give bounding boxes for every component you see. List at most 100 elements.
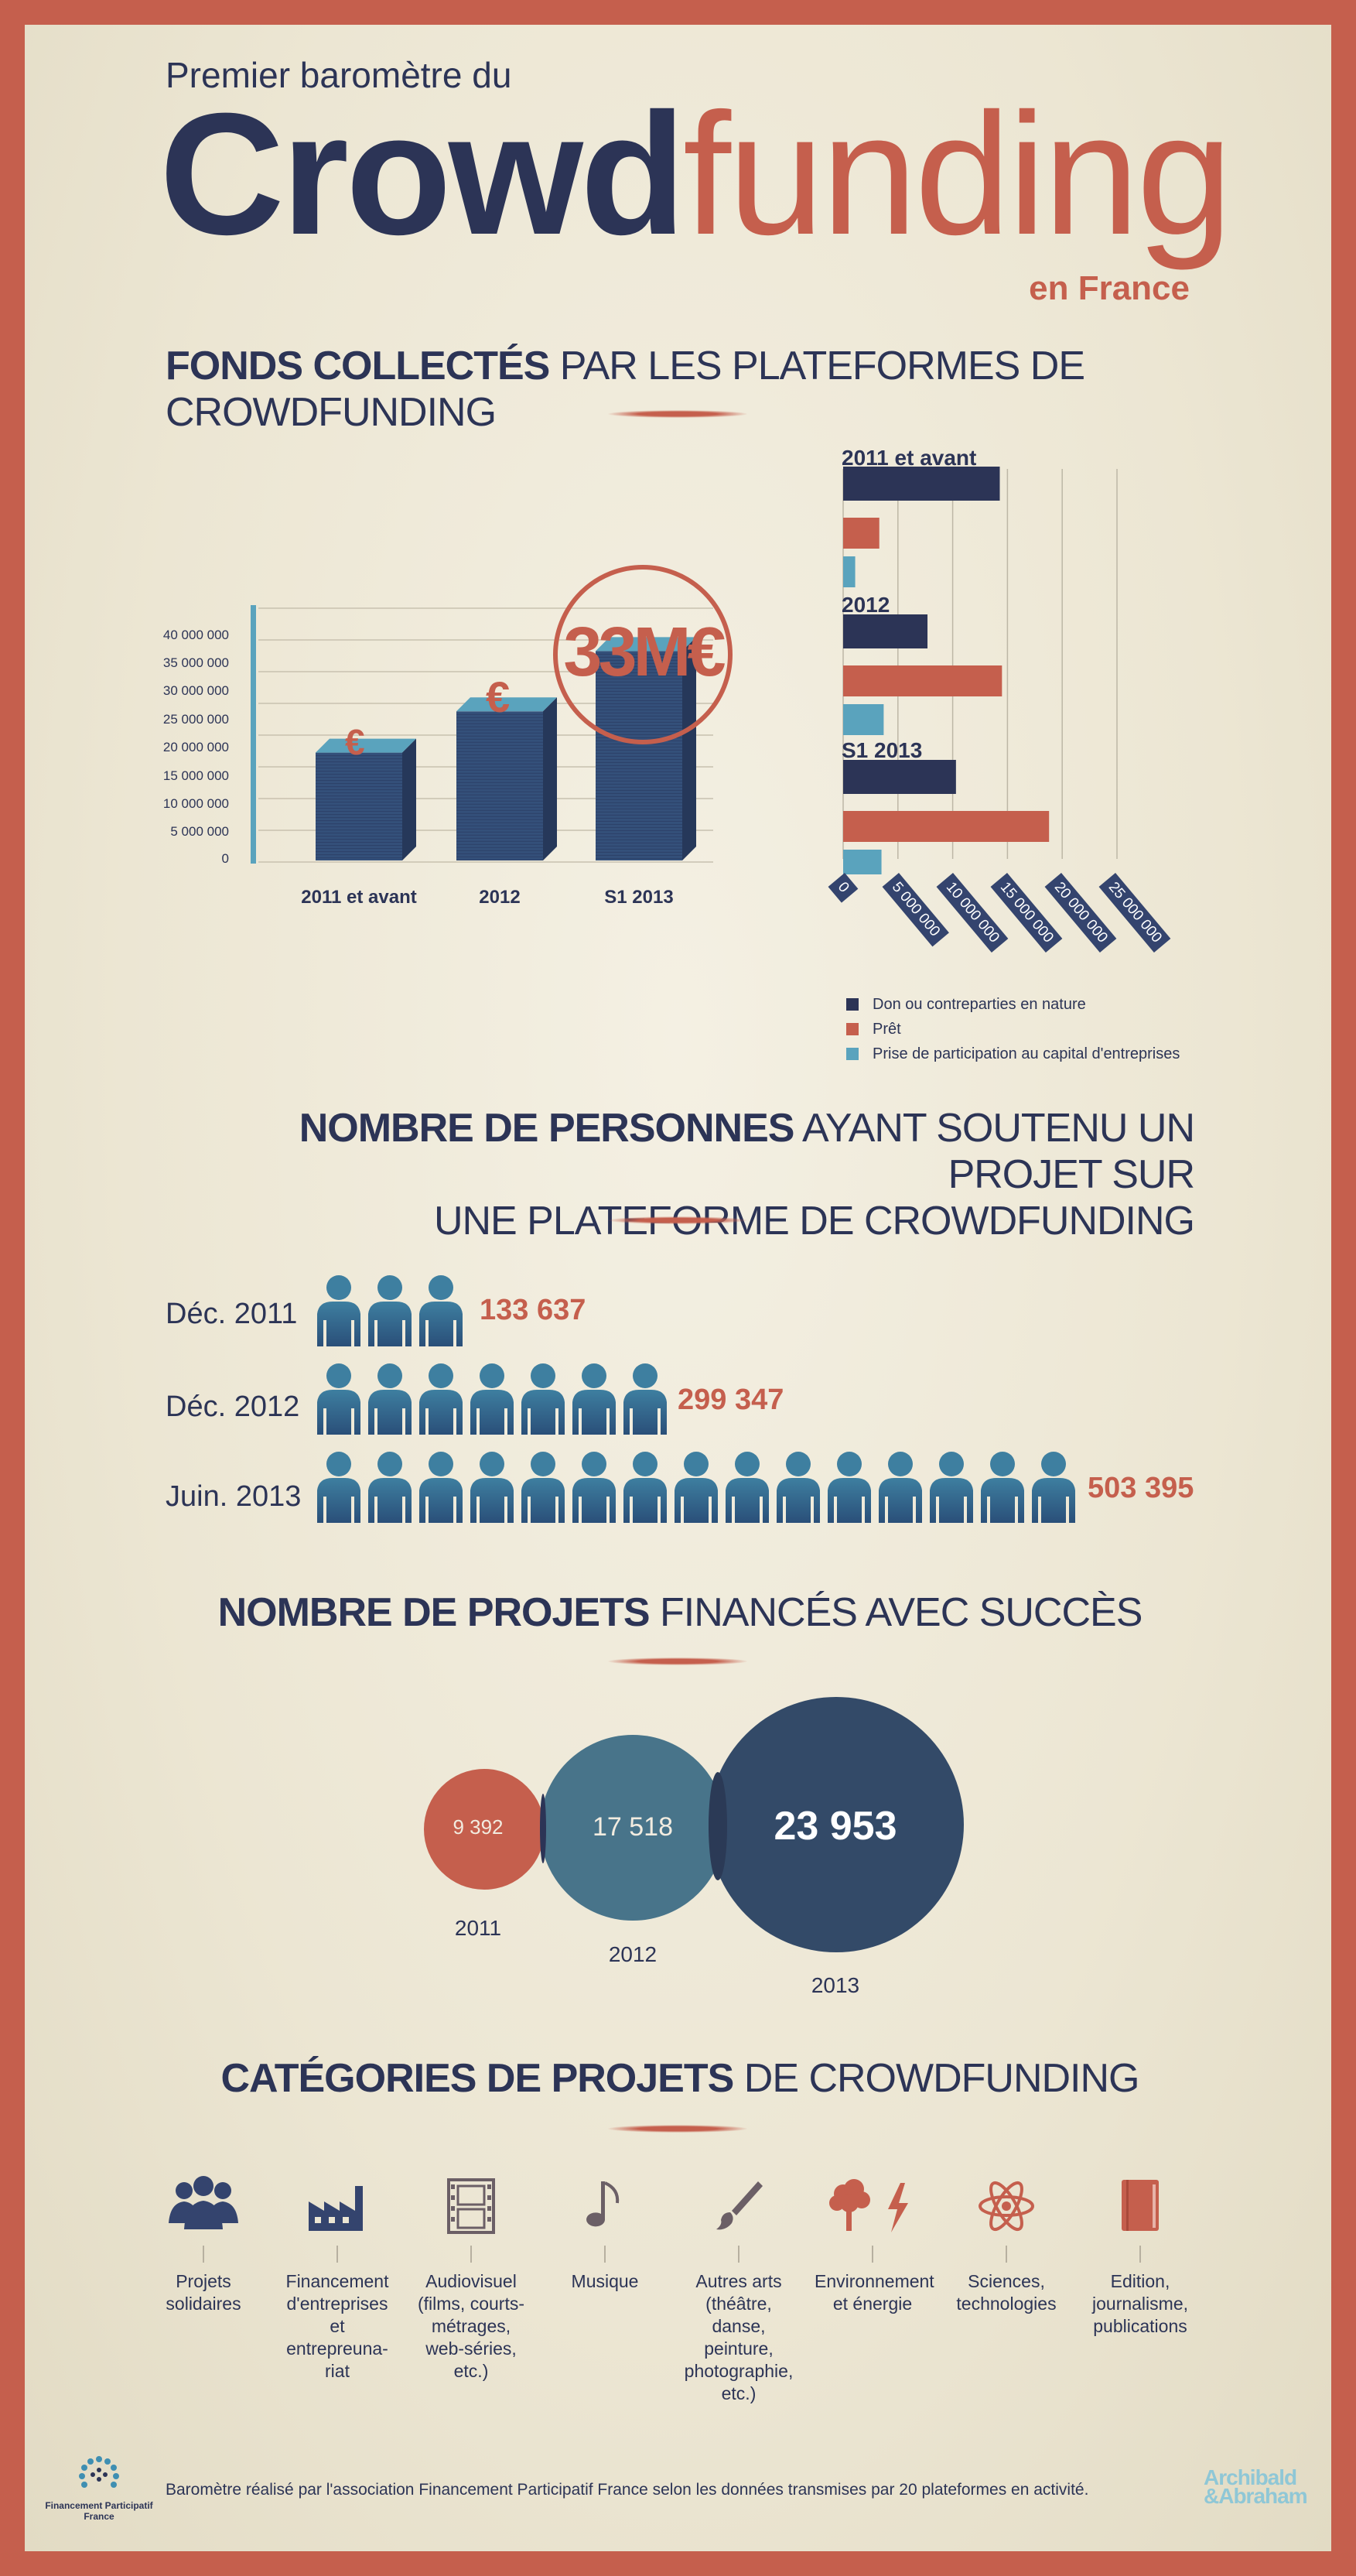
people-row-label: Juin. 2013	[166, 1480, 302, 1513]
section-funds-title-bold: FONDS COLLECTÉS	[166, 344, 550, 388]
person-icon	[826, 1449, 873, 1527]
agency-logo-line: &Abraham	[1204, 2484, 1308, 2508]
film-icon	[413, 2171, 529, 2241]
people-row-label: Déc. 2011	[166, 1298, 298, 1330]
bar	[843, 850, 882, 881]
person-icon	[469, 1449, 515, 1527]
y-tick-label: 10 000 000	[162, 796, 229, 811]
divider	[608, 1216, 747, 1224]
section-projects-title-bold: NOMBRE DE PROJETS	[217, 1590, 651, 1635]
book-icon	[1082, 2171, 1198, 2241]
legend-label: Prêt	[873, 1021, 901, 1038]
section-categories-title-rest: DE CROWDFUNDING	[733, 2056, 1140, 2101]
y-tick-label: 30 000 000	[162, 683, 229, 698]
section-people-title: NOMBRE DE PERSONNES AYANT SOUTENU UN PRO…	[166, 1105, 1195, 1244]
circle-overlap	[540, 1794, 546, 1863]
category-item: Financement d'entreprises et entrepreuna…	[279, 2171, 395, 2383]
bar	[843, 811, 1050, 842]
bar	[456, 697, 557, 860]
section-funds-title-rest: PAR LES PLATEFORMES DE CROWDFUNDING	[166, 344, 1085, 435]
category-label: Financement d'entreprises et entrepreuna…	[285, 2271, 389, 2381]
person-icon	[673, 1449, 719, 1527]
circle-2012	[540, 1735, 726, 1921]
section-people-title-rest: AYANT SOUTENU UN PROJET SUR	[794, 1106, 1195, 1197]
y-tick-label: 35 000 000	[162, 655, 229, 670]
person-icon	[622, 1360, 668, 1439]
category-label: Audiovisuel (films, courts- métrages, we…	[418, 2271, 524, 2381]
horizontal-bar-chart-svg	[842, 467, 1118, 881]
bar	[843, 467, 1000, 501]
legend-item: Don ou contreparties en nature	[846, 996, 1086, 1014]
person-icon	[316, 1272, 362, 1350]
fpf-logo: Financement Participatif France	[37, 2453, 161, 2522]
main-title: Crowdfunding	[159, 85, 1233, 263]
category-label: Environnement et énergie	[815, 2271, 934, 2314]
circle-value: 9 392	[453, 1815, 504, 1839]
legend-label: Don ou contreparties en nature	[873, 996, 1086, 1013]
circle-2013	[709, 1697, 964, 1952]
agency-logo: Archibald &Abraham	[1204, 2467, 1308, 2508]
person-icon	[571, 1360, 617, 1439]
category-label: Projets solidaires	[166, 2271, 241, 2314]
people-row-value: 299 347	[678, 1384, 784, 1416]
y-tick-label: 25 000 000	[162, 712, 229, 727]
person-icon	[367, 1360, 413, 1439]
footer-text: Baromètre réalisé par l'association Fina…	[166, 2481, 1089, 2499]
y-tick-label: 20 000 000	[162, 740, 229, 754]
category-item: Sciences, technologies	[948, 2171, 1064, 2315]
category-item: Projets solidaires	[145, 2171, 261, 2315]
people-icons	[316, 1449, 1077, 1527]
section-people-title-bold: NOMBRE DE PERSONNES	[299, 1106, 795, 1151]
person-icon	[316, 1360, 362, 1439]
bar	[843, 760, 956, 794]
bar	[843, 704, 884, 735]
bar	[843, 665, 1002, 696]
people-icons	[316, 1360, 668, 1439]
person-icon	[367, 1272, 413, 1350]
main-title-light: funding	[682, 77, 1233, 271]
euro-mark: €	[345, 722, 365, 762]
circle-overlap	[709, 1772, 727, 1880]
legend-item: Prêt	[846, 1021, 901, 1038]
category-item: Musique	[547, 2171, 663, 2293]
person-icon	[571, 1449, 617, 1527]
person-icon	[520, 1360, 566, 1439]
main-title-bold: Crowd	[159, 77, 686, 271]
tree-lightning-icon	[815, 2171, 931, 2241]
bar	[843, 518, 880, 549]
total-badge	[553, 565, 733, 744]
circle-year: 2013	[811, 1973, 860, 1997]
factory-icon	[279, 2171, 395, 2241]
x-category-label: 2011 et avant	[301, 887, 417, 908]
person-icon	[367, 1449, 413, 1527]
category-item: Edition, journalisme, publications	[1082, 2171, 1198, 2338]
category-label: Edition, journalisme, publications	[1092, 2271, 1188, 2336]
person-icon	[418, 1360, 464, 1439]
y-tick-label: 40 000 000	[162, 628, 229, 642]
circle-2011	[424, 1769, 545, 1890]
person-icon	[418, 1272, 464, 1350]
person-icon	[877, 1449, 924, 1527]
circle-value: 23 953	[774, 1804, 897, 1849]
y-axis-bar	[251, 605, 256, 864]
section-projects-title: NOMBRE DE PROJETS FINANCÉS AVEC SUCCÈS	[166, 1589, 1194, 1636]
euro-mark: €	[486, 672, 511, 721]
section-categories-title: CATÉGORIES DE PROJETS DE CROWDFUNDING	[166, 2055, 1194, 2102]
person-icon	[775, 1449, 821, 1527]
section-projects-title-rest: FINANCÉS AVEC SUCCÈS	[649, 1590, 1143, 1635]
paintbrush-icon	[681, 2171, 797, 2241]
category-item: Autres arts (théâtre, danse, peinture, p…	[681, 2171, 797, 2405]
bar	[843, 614, 928, 648]
category-label: Musique	[571, 2271, 639, 2291]
legend-item: Prise de participation au capital d'entr…	[846, 1045, 1180, 1063]
divider	[608, 1657, 747, 1665]
bar	[843, 556, 856, 587]
total-badge-value: 33M€	[563, 614, 726, 691]
person-icon	[622, 1449, 668, 1527]
bar	[316, 738, 416, 860]
category-item: Environnement et énergie	[815, 2171, 934, 2315]
section-people-title-rest: UNE PLATEFORME DE CROWDFUNDING	[433, 1199, 1195, 1244]
subtitle: en France	[1029, 269, 1190, 307]
person-icon	[469, 1360, 515, 1439]
atom-icon	[948, 2171, 1064, 2241]
